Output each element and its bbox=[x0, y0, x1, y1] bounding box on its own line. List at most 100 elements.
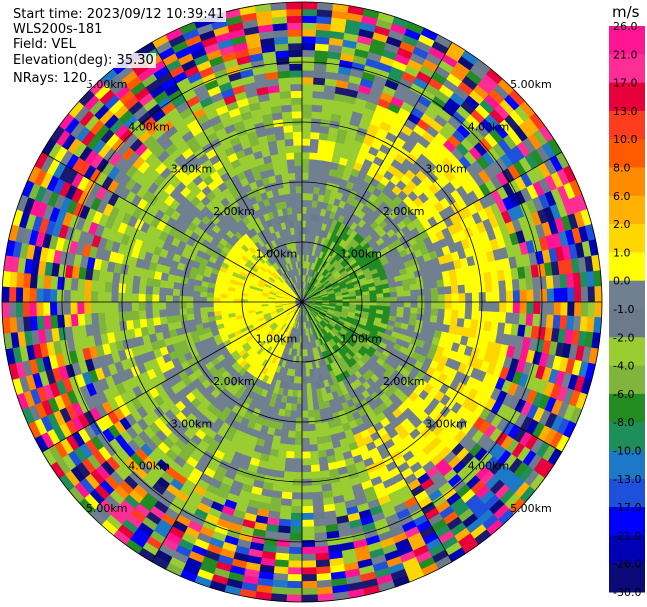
velocity-bin bbox=[138, 309, 147, 320]
velocity-bin bbox=[166, 315, 175, 324]
velocity-bin bbox=[287, 567, 303, 576]
velocity-bin bbox=[293, 458, 303, 466]
velocity-bin bbox=[281, 484, 293, 493]
velocity-bin bbox=[90, 301, 99, 314]
velocity-bin bbox=[226, 305, 235, 311]
velocity-bin bbox=[309, 145, 319, 154]
velocity-bin bbox=[552, 274, 562, 290]
velocity-bin bbox=[83, 290, 92, 303]
velocity-bin bbox=[301, 42, 316, 51]
velocity-bin bbox=[312, 402, 320, 411]
velocity-bin bbox=[286, 437, 296, 446]
velocity-bin bbox=[301, 76, 315, 85]
velocity-bin bbox=[301, 390, 308, 398]
velocity-bin bbox=[199, 301, 208, 308]
velocity-bin bbox=[192, 307, 201, 314]
velocity-bin bbox=[110, 301, 119, 313]
velocity-bin bbox=[383, 297, 391, 303]
velocity-bin bbox=[311, 104, 324, 113]
velocity-bin bbox=[124, 292, 133, 303]
velocity-bin bbox=[293, 451, 303, 460]
velocity-bin bbox=[546, 288, 555, 303]
velocity-bin bbox=[117, 301, 126, 312]
velocity-bin bbox=[8, 301, 17, 318]
velocity-bin bbox=[297, 383, 303, 391]
velocity-bin bbox=[152, 316, 161, 326]
velocity-bin bbox=[553, 288, 562, 303]
velocity-bin bbox=[436, 315, 445, 325]
velocity-bin bbox=[28, 287, 37, 303]
velocity-bin bbox=[8, 286, 17, 303]
velocity-bin bbox=[288, 546, 303, 555]
velocity-bin bbox=[395, 285, 405, 293]
velocity-bin bbox=[315, 166, 324, 175]
velocity-bin bbox=[219, 297, 228, 303]
velocity-bin bbox=[518, 278, 528, 291]
velocity-bin bbox=[172, 294, 180, 303]
velocity-bin bbox=[199, 306, 208, 314]
velocity-bin bbox=[492, 291, 501, 303]
velocity-bin bbox=[315, 436, 325, 445]
velocity-bin bbox=[166, 280, 175, 289]
velocity-bin bbox=[192, 295, 201, 303]
velocity-bin bbox=[151, 285, 160, 295]
velocity-bin bbox=[124, 310, 133, 321]
velocity-bin bbox=[1, 285, 10, 303]
velocity-bin bbox=[309, 444, 319, 453]
velocity-bin bbox=[179, 288, 188, 297]
velocity-bin bbox=[376, 293, 385, 299]
velocity-bin bbox=[159, 315, 168, 325]
velocity-bin bbox=[301, 83, 314, 92]
velocity-bin bbox=[307, 179, 316, 188]
velocity-bin bbox=[301, 505, 314, 514]
velocity-bin bbox=[389, 291, 398, 298]
velocity-bin bbox=[484, 311, 493, 323]
velocity-bin bbox=[451, 301, 460, 311]
velocity-bin bbox=[301, 199, 308, 208]
velocity-bin bbox=[306, 396, 314, 405]
velocity-bin bbox=[307, 410, 315, 419]
velocity-bin bbox=[294, 424, 303, 432]
velocity-bin bbox=[301, 158, 310, 167]
velocity-bin bbox=[42, 314, 52, 330]
velocity-bin bbox=[313, 76, 326, 86]
velocity-bin bbox=[533, 289, 541, 303]
velocity-bin bbox=[247, 301, 255, 306]
velocity-bin bbox=[315, 429, 324, 438]
velocity-bin bbox=[422, 281, 432, 290]
velocity-bin bbox=[431, 294, 439, 303]
velocity-bin bbox=[390, 301, 398, 308]
velocity-bin bbox=[430, 308, 439, 317]
velocity-bin bbox=[301, 574, 317, 582]
velocity-bin bbox=[437, 294, 446, 303]
velocity-bin bbox=[289, 526, 303, 535]
velocity-bin bbox=[276, 532, 291, 541]
velocity-bin bbox=[390, 296, 398, 303]
velocity-bin bbox=[451, 293, 460, 303]
velocity-bin bbox=[124, 301, 133, 312]
velocity-bin bbox=[97, 301, 105, 314]
velocity-bin bbox=[311, 491, 324, 500]
velocity-bin bbox=[104, 311, 113, 324]
velocity-bin bbox=[305, 369, 311, 378]
velocity-bin bbox=[308, 437, 318, 446]
velocity-bin bbox=[587, 301, 596, 318]
velocity-bin bbox=[301, 485, 313, 494]
velocity-bin bbox=[186, 313, 195, 321]
velocity-bin bbox=[594, 285, 603, 303]
velocity-bin bbox=[301, 69, 315, 78]
velocity-bin bbox=[560, 287, 569, 303]
velocity-bin bbox=[306, 389, 313, 398]
velocity-bin bbox=[403, 307, 412, 314]
velocity-bin bbox=[310, 131, 321, 140]
velocity-bin bbox=[301, 580, 318, 589]
velocity-bin bbox=[526, 289, 535, 303]
velocity-bin bbox=[512, 301, 521, 314]
velocity-bin bbox=[42, 301, 51, 316]
velocity-bin bbox=[1, 301, 10, 319]
velocity-bin bbox=[443, 278, 452, 288]
velocity-bin bbox=[296, 396, 303, 405]
velocity-bin bbox=[295, 403, 303, 412]
velocity-bin bbox=[301, 403, 309, 412]
